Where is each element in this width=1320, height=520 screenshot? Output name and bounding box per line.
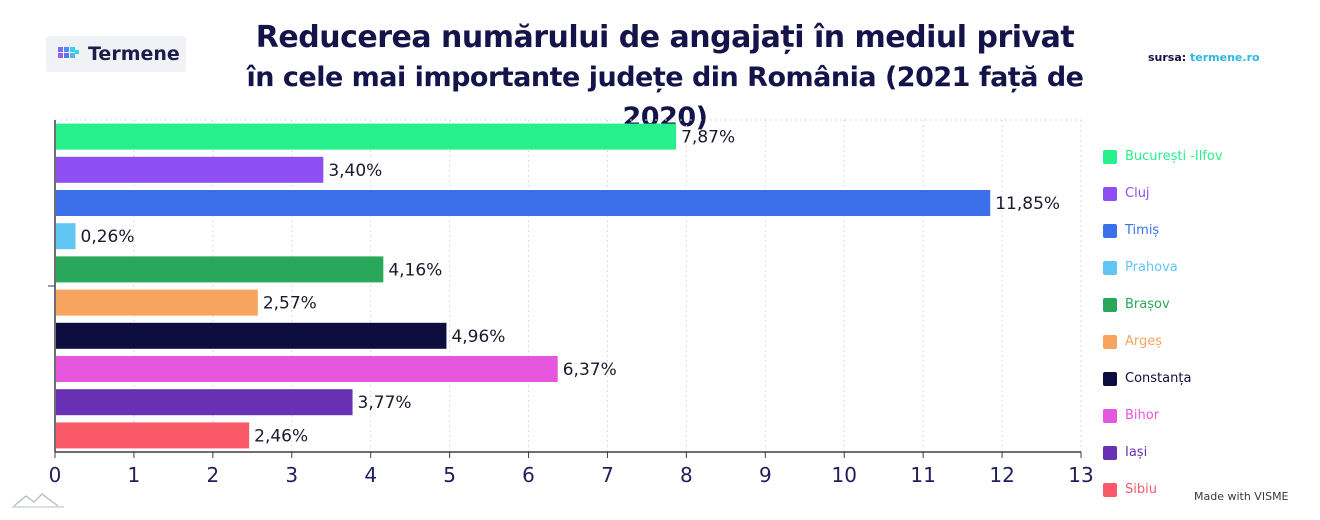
bar-value-label: 6,37% (563, 360, 617, 380)
bar-value-label: 7,87% (681, 128, 735, 148)
legend-swatch (1103, 408, 1117, 423)
legend-swatch (1103, 297, 1117, 312)
legend-label: Prahova (1125, 260, 1178, 275)
bar-value-label: 4,96% (451, 327, 505, 347)
chart-legend: București -Ilfov Cluj Timiș Prahova Brașov Ar… (1103, 138, 1313, 508)
bar-value-label: 4,16% (388, 260, 442, 280)
legend-item: Prahova (1103, 249, 1313, 286)
legend-label: Cluj (1125, 186, 1150, 201)
legend-swatch (1103, 223, 1117, 238)
legend-label: Argeș (1125, 334, 1163, 349)
legend-item: București -Ilfov (1103, 138, 1313, 175)
x-tick-label: 8 (680, 463, 693, 487)
legend-label: Sibiu (1125, 482, 1157, 497)
bar-value-label: 2,46% (254, 426, 308, 446)
x-tick-label: 3 (285, 463, 298, 487)
legend-label: București -Ilfov (1125, 149, 1223, 164)
bar-9 (56, 422, 250, 449)
legend-swatch (1103, 186, 1117, 201)
bar-value-label: 3,77% (358, 393, 412, 413)
x-tick-label: 5 (443, 463, 456, 487)
legend-swatch (1103, 334, 1117, 349)
source-link[interactable]: termene.ro (1190, 51, 1260, 64)
chart-title-line1: Reducerea numărului de angajați în mediu… (255, 20, 1075, 55)
brand-name: Termene (88, 43, 180, 65)
x-tick-label: 13 (1068, 463, 1093, 487)
source-note: sursa: termene.ro (1148, 51, 1260, 64)
bar-value-label: 2,57% (263, 294, 317, 314)
x-tick-label: 10 (832, 463, 857, 487)
x-tick-label: 1 (128, 463, 141, 487)
bar-value-label: 0,26% (81, 227, 135, 247)
legend-swatch (1103, 371, 1117, 386)
legend-label: Brașov (1125, 297, 1170, 312)
legend-swatch (1103, 260, 1117, 275)
brand-logo: Termene (46, 36, 186, 72)
legend-item: Brașov (1103, 286, 1313, 323)
x-tick-label: 2 (206, 463, 219, 487)
legend-item: Iași (1103, 434, 1313, 471)
legend-label: Iași (1125, 445, 1148, 460)
legend-item: Cluj (1103, 175, 1313, 212)
x-tick-label: 11 (910, 463, 935, 487)
bar-4 (56, 256, 384, 283)
visme-mountain-icon (12, 493, 64, 508)
bar-8 (56, 389, 353, 416)
legend-item: Sibiu (1103, 471, 1313, 508)
legend-label: Timiș (1125, 223, 1160, 238)
legend-item: Constanța (1103, 360, 1313, 397)
made-with-note: Made with VISME (1194, 490, 1289, 503)
legend-label: Constanța (1125, 371, 1192, 386)
cube-grid-icon (58, 47, 79, 58)
bar-0 (56, 123, 677, 150)
bar-3 (56, 223, 76, 250)
bar-value-label: 11,85% (995, 194, 1060, 214)
bar-value-label: 3,40% (328, 161, 382, 181)
bar-5 (56, 289, 258, 316)
legend-item: Argeș (1103, 323, 1313, 360)
x-tick-label: 7 (601, 463, 614, 487)
bar-chart: 7,87% 3,40% 11,85% 0,26% 4,16% 2,57% 4,96% 6,37… (48, 119, 1094, 487)
x-tick-label: 4 (364, 463, 377, 487)
x-tick-label: 6 (522, 463, 535, 487)
bar-7 (56, 356, 558, 382)
source-label: sursa: (1148, 51, 1187, 64)
x-tick-label: 12 (989, 463, 1014, 487)
legend-swatch (1103, 149, 1117, 164)
legend-label: Bihor (1125, 408, 1160, 423)
bar-1 (56, 156, 324, 183)
bar-6 (56, 322, 447, 349)
x-tick-label: 9 (759, 463, 772, 487)
x-tick-label: 0 (49, 463, 62, 487)
legend-item: Bihor (1103, 397, 1313, 434)
legend-item: Timiș (1103, 212, 1313, 249)
legend-swatch (1103, 445, 1117, 460)
legend-swatch (1103, 482, 1117, 497)
bar-2 (56, 190, 991, 216)
